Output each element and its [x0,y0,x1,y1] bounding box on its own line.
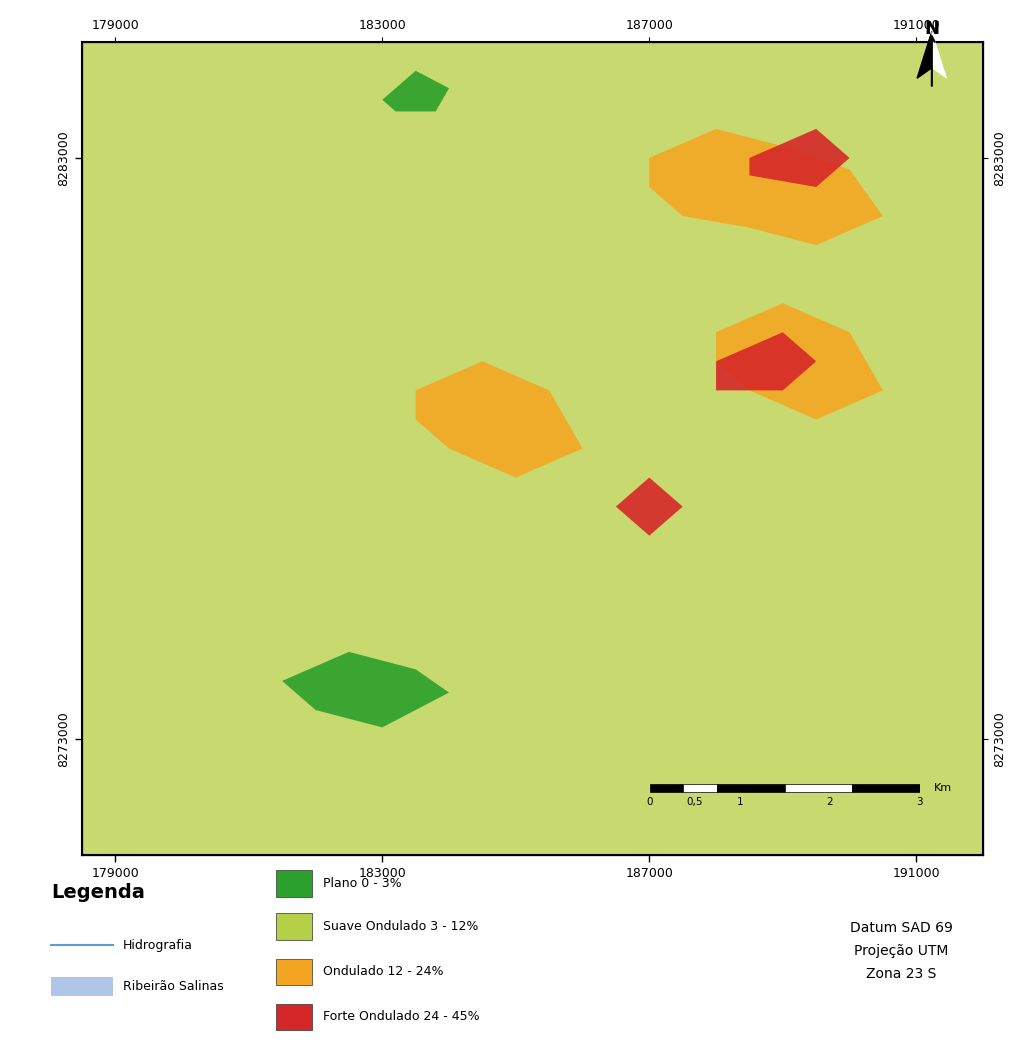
Text: Forte Ondulado 24 - 45%: Forte Ondulado 24 - 45% [323,1011,479,1023]
Polygon shape [615,478,683,536]
Text: Ondulado 12 - 24%: Ondulado 12 - 24% [323,965,443,978]
Text: N: N [925,20,939,39]
Bar [784,783,852,792]
Bar [683,783,717,792]
Text: 0: 0 [646,797,653,806]
Bar [649,783,683,792]
Text: Plano 0 - 3%: Plano 0 - 3% [323,877,401,890]
Bar [276,959,312,985]
Polygon shape [382,71,450,112]
Text: 1: 1 [736,797,743,806]
Text: Datum SAD 69
Projeção UTM
Zona 23 S: Datum SAD 69 Projeção UTM Zona 23 S [850,921,952,980]
Text: Ribeirão Salinas: Ribeirão Salinas [123,980,223,993]
Polygon shape [918,31,932,78]
Text: Km: Km [934,782,951,793]
Text: 2: 2 [826,797,834,806]
Polygon shape [416,361,583,478]
Bar [276,870,312,897]
Polygon shape [649,129,883,245]
Polygon shape [716,333,816,390]
Bar [276,914,312,940]
Text: 0,5: 0,5 [686,797,702,806]
Bar [51,977,113,996]
Text: Legenda: Legenda [51,883,145,902]
Polygon shape [932,31,946,78]
Polygon shape [750,129,850,187]
Text: Suave Ondulado 3 - 12%: Suave Ondulado 3 - 12% [323,920,478,933]
Bar [717,783,784,792]
Polygon shape [716,304,883,419]
Polygon shape [283,652,450,727]
Text: Hidrografia: Hidrografia [123,939,193,952]
Bar [276,1003,312,1029]
Text: 3: 3 [916,797,924,806]
Bar [852,783,920,792]
